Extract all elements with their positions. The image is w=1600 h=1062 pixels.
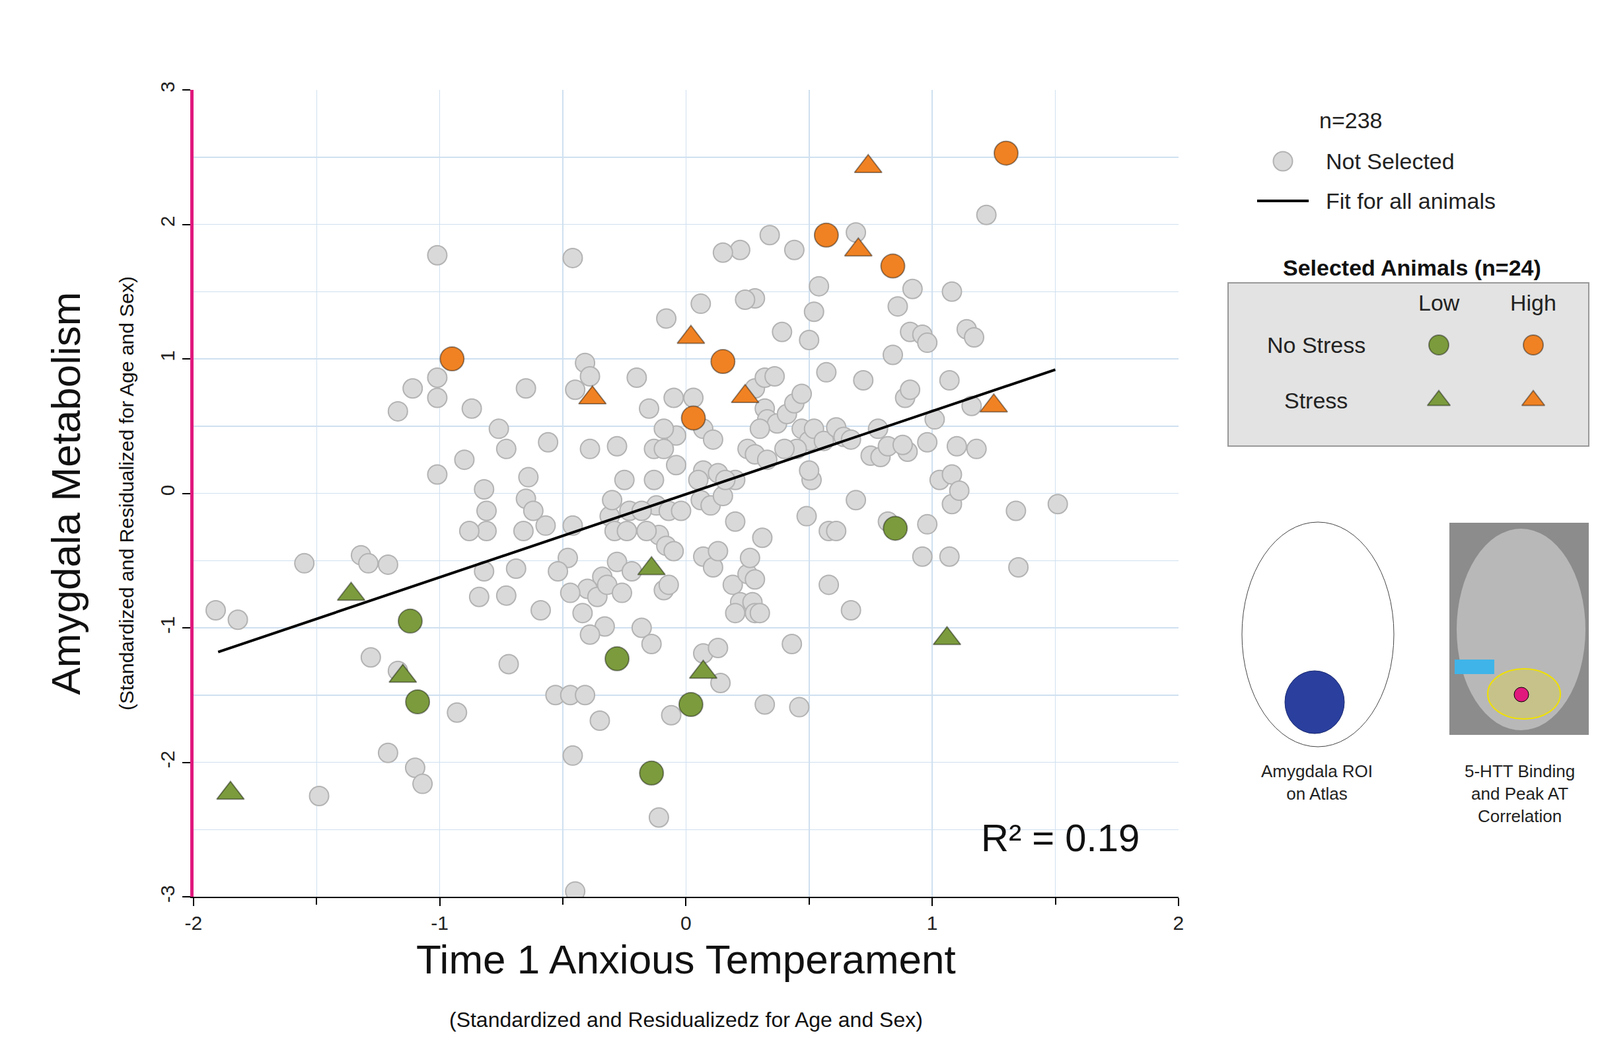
- svg-text:Low: Low: [1418, 290, 1460, 316]
- svg-text:0: 0: [680, 911, 692, 934]
- svg-text:n=238: n=238: [1319, 107, 1383, 133]
- svg-text:High: High: [1510, 290, 1557, 316]
- svg-text:Amygdala ROIon Atlas: Amygdala ROIon Atlas: [1261, 761, 1373, 804]
- svg-text:Time 1 Anxious Temperament(Sta: Time 1 Anxious Temperament(Standardized …: [416, 936, 956, 1032]
- svg-text:Stress: Stress: [1284, 387, 1348, 413]
- svg-text:1: 1: [926, 911, 939, 934]
- svg-text:Fit for all animals: Fit for all animals: [1325, 188, 1496, 214]
- svg-text:No Stress: No Stress: [1267, 332, 1366, 358]
- svg-text:2: 2: [156, 216, 179, 228]
- svg-text:0: 0: [156, 484, 179, 497]
- svg-text:-1: -1: [430, 911, 449, 934]
- svg-text:1: 1: [156, 350, 179, 362]
- svg-text:Amygdala Metabolism(Standardiz: Amygdala Metabolism(Standardized and Res…: [42, 276, 138, 711]
- svg-text:Not Selected: Not Selected: [1325, 148, 1455, 174]
- svg-text:R² = 0.19: R² = 0.19: [981, 815, 1140, 859]
- svg-text:Selected Animals (n=24): Selected Animals (n=24): [1282, 254, 1542, 281]
- svg-text:-1: -1: [156, 615, 179, 634]
- svg-text:5-HTT Bindingand Peak ATCorrel: 5-HTT Bindingand Peak ATCorrelation: [1464, 761, 1575, 826]
- svg-text:-3: -3: [156, 884, 179, 903]
- svg-text:-2: -2: [184, 911, 203, 934]
- svg-text:-2: -2: [156, 750, 179, 769]
- svg-text:2: 2: [1173, 911, 1185, 934]
- svg-text:3: 3: [156, 81, 179, 93]
